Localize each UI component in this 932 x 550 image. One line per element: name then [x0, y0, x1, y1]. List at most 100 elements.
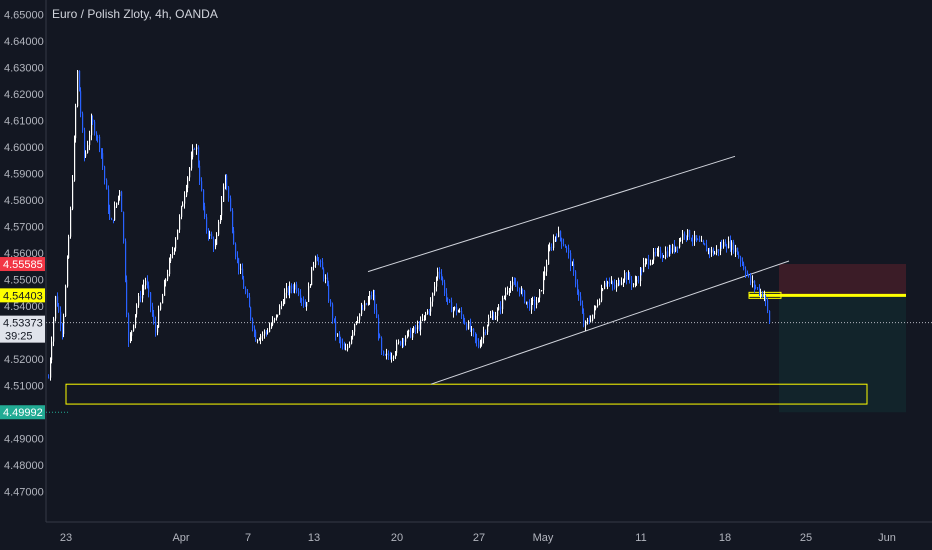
candle-body	[272, 320, 274, 326]
candle-body	[561, 238, 563, 245]
candle-body	[126, 279, 128, 315]
candle-body	[694, 235, 696, 241]
candle-body	[203, 189, 205, 207]
candle-body	[495, 315, 497, 320]
candle-body	[388, 353, 390, 357]
candle-body	[325, 277, 327, 279]
candle-body	[677, 246, 679, 248]
candle-body	[352, 331, 354, 337]
candle-body	[85, 152, 87, 157]
candle-body	[131, 330, 133, 336]
candle-body	[259, 339, 261, 341]
x-tick-label: 11	[635, 532, 646, 544]
candle-body	[517, 286, 519, 288]
candle-body	[208, 230, 210, 236]
candle-body	[288, 287, 290, 294]
candle-body	[742, 261, 744, 264]
candle-body	[284, 292, 286, 304]
candle-body	[92, 119, 94, 122]
candle-body	[172, 252, 174, 256]
candle-body	[449, 300, 451, 303]
candle-body	[481, 337, 483, 345]
candle-body	[179, 216, 181, 230]
candle-body	[551, 246, 553, 248]
candle-body	[347, 346, 349, 350]
candle-body	[616, 283, 618, 288]
candle-body	[697, 239, 699, 241]
candle-body	[65, 286, 67, 317]
candle-body	[400, 341, 402, 345]
candle-body	[381, 337, 383, 352]
candle-body	[590, 320, 592, 322]
candle-body	[570, 253, 572, 266]
candle-body	[687, 230, 689, 237]
candle-body	[633, 283, 635, 285]
candle-body	[254, 328, 256, 332]
candle-body	[99, 136, 101, 149]
candle-body	[609, 282, 611, 284]
risk-zone	[779, 264, 906, 296]
candle-body	[679, 240, 681, 248]
candle-body	[108, 189, 110, 210]
candle-body	[313, 265, 315, 267]
candle-body	[713, 249, 715, 255]
candle-body	[398, 341, 400, 343]
candle-body	[317, 257, 319, 262]
candle-body	[366, 303, 368, 305]
candle-body	[354, 324, 356, 332]
candle-body	[264, 331, 266, 335]
candle-body	[703, 240, 705, 244]
candle-body	[223, 186, 225, 202]
candle-body	[174, 248, 176, 253]
candle-body	[597, 304, 599, 307]
x-tick-label: Jun	[878, 532, 896, 544]
reward-zone	[779, 295, 906, 413]
candle-body	[257, 340, 259, 342]
candle-body	[752, 281, 754, 283]
candle-body	[563, 244, 565, 246]
candle-body	[226, 175, 228, 188]
candle-body	[306, 302, 308, 307]
candle-body	[242, 268, 244, 280]
candle-body	[726, 246, 728, 249]
candle-body	[417, 325, 419, 330]
candle-body	[638, 280, 640, 282]
target-price-tag-bg	[0, 405, 45, 420]
candle-body	[583, 313, 585, 326]
candle-body	[754, 281, 756, 287]
candle-body	[619, 280, 621, 285]
candle-body	[670, 248, 672, 252]
candle-body	[323, 269, 325, 279]
candle-body	[623, 279, 625, 283]
candle-body	[585, 321, 587, 326]
candle-body	[456, 306, 458, 313]
candle-body	[218, 221, 220, 235]
candle-body	[655, 251, 657, 254]
candle-body	[279, 306, 281, 315]
candle-body	[538, 297, 540, 303]
candle-body	[267, 331, 269, 333]
candle-body	[509, 289, 511, 291]
x-tick-label: 20	[391, 532, 403, 544]
candle-body	[589, 320, 591, 322]
candle-body	[459, 311, 461, 313]
candle-body	[558, 231, 560, 237]
x-tick-label: May	[533, 532, 554, 544]
candle-body	[519, 287, 521, 294]
candle-body	[192, 148, 194, 158]
candle-body	[153, 314, 155, 322]
candle-body	[432, 293, 434, 302]
candle-body	[194, 148, 196, 150]
candle-body	[196, 147, 198, 150]
candle-body	[521, 289, 523, 294]
candle-body	[175, 239, 177, 249]
candle-body	[247, 292, 249, 298]
candle-body	[553, 239, 555, 248]
candle-body	[328, 284, 330, 302]
candle-body	[121, 191, 123, 213]
candle-body	[330, 301, 332, 305]
candle-body	[206, 217, 208, 231]
candle-body	[555, 236, 557, 240]
